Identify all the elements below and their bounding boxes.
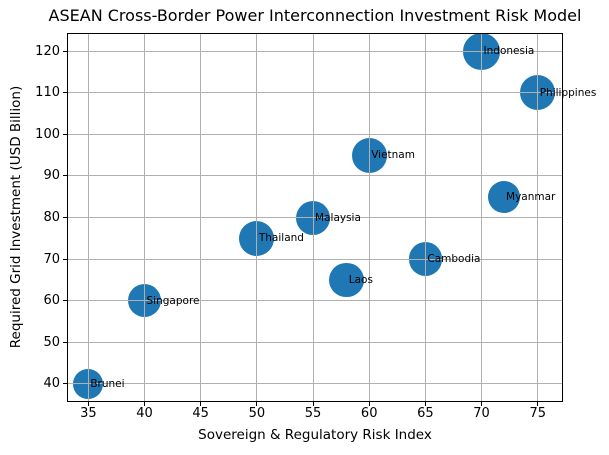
chart-title: ASEAN Cross-Border Power Interconnection… xyxy=(48,6,582,25)
data-bubble xyxy=(329,262,365,298)
x-tick xyxy=(87,402,89,406)
y-tick-label: 70 xyxy=(43,251,60,267)
y-gridline xyxy=(67,133,563,135)
bubble-label: Philippines xyxy=(539,86,597,99)
x-tick xyxy=(368,402,370,406)
bubble-label: Laos xyxy=(348,273,373,286)
x-tick-label: 70 xyxy=(473,406,490,421)
y-tick xyxy=(63,300,67,302)
y-tick-label: 40 xyxy=(43,376,60,392)
y-tick xyxy=(63,341,67,343)
x-tick xyxy=(200,402,202,406)
bubble-label: Malaysia xyxy=(315,211,361,224)
x-tick-label: 50 xyxy=(248,406,266,421)
y-tick xyxy=(63,258,67,260)
bubble-label: Vietnam xyxy=(371,149,415,162)
y-tick xyxy=(63,175,67,177)
y-tick-label: 50 xyxy=(43,334,60,350)
x-axis-label: Sovereign & Regulatory Risk Index xyxy=(198,427,432,443)
bubble-label: Thailand xyxy=(258,232,304,245)
x-tick-label: 75 xyxy=(529,406,546,421)
y-tick-label: 110 xyxy=(35,85,60,101)
x-tick-label: 55 xyxy=(304,406,322,421)
x-tick xyxy=(481,402,483,406)
y-tick-label: 60 xyxy=(43,293,60,309)
y-gridline xyxy=(67,50,563,52)
bubble-label: Myanmar xyxy=(506,190,556,203)
x-tick xyxy=(256,402,258,406)
y-tick xyxy=(63,50,67,52)
bubble-label: Singapore xyxy=(146,294,200,307)
x-tick-label: 60 xyxy=(360,406,378,421)
y-gridline xyxy=(67,258,563,260)
y-tick xyxy=(63,383,67,385)
y-gridline xyxy=(67,341,563,343)
y-gridline xyxy=(67,217,563,218)
bubble-label: Indonesia xyxy=(483,45,535,58)
x-tick xyxy=(312,402,314,406)
y-tick xyxy=(63,92,67,94)
x-tick-label: 35 xyxy=(80,406,97,421)
y-tick xyxy=(63,133,67,135)
data-bubble xyxy=(488,180,520,213)
y-gridline xyxy=(67,175,563,177)
y-tick-label: 80 xyxy=(43,210,60,225)
y-tick xyxy=(63,217,67,218)
y-tick-label: 120 xyxy=(35,43,60,59)
bubble-label: Cambodia xyxy=(427,253,481,266)
x-tick xyxy=(537,402,539,406)
y-tick-label: 100 xyxy=(35,126,60,142)
y-gridline xyxy=(67,383,563,385)
x-tick-label: 40 xyxy=(136,406,153,421)
x-tick-label: 65 xyxy=(417,406,434,421)
y-tick-label: 90 xyxy=(43,168,60,184)
bubble-label: Brunei xyxy=(90,377,125,390)
x-tick xyxy=(144,402,146,406)
y-gridline xyxy=(67,300,563,302)
x-tick xyxy=(424,402,426,406)
x-tick-label: 45 xyxy=(192,406,209,421)
y-gridline xyxy=(67,92,563,94)
